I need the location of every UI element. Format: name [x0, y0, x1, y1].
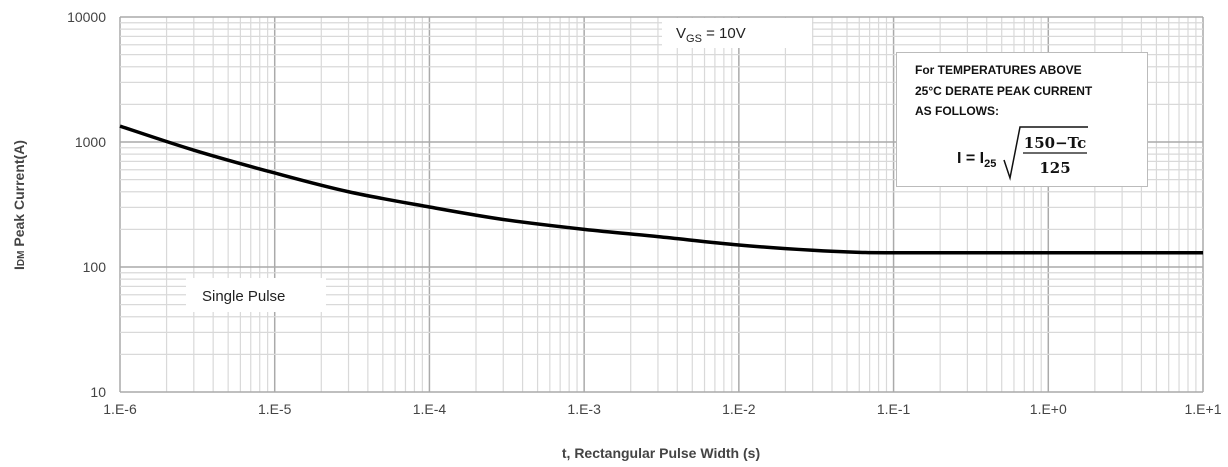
y-axis-label: IDM Peak Current(A) [11, 140, 27, 270]
x-tick-label: 1.E-6 [103, 401, 137, 417]
x-tick-label: 1.E-5 [258, 401, 292, 417]
vgs-annotation: VGS = 10V [662, 18, 812, 48]
series-line [119, 124, 1203, 255]
svg-text:Single Pulse: Single Pulse [202, 288, 285, 305]
x-tick-label: 1.E-2 [722, 401, 756, 417]
x-axis-label: t, Rectangular Pulse Width (s) [562, 445, 760, 461]
svg-text:AS FOLLOWS:: AS FOLLOWS: [915, 104, 999, 118]
y-tick-label: 1000 [75, 134, 106, 150]
svg-text:I = I25: I = I25 [957, 150, 996, 170]
x-tick-label: 1.E+1 [1185, 401, 1222, 417]
svg-text:For TEMPERATURES ABOVE: For TEMPERATURES ABOVE [915, 63, 1082, 77]
x-tick-label: 1.E+0 [1030, 401, 1067, 417]
x-tick-label: 1.E-1 [877, 401, 911, 417]
svg-text:125: 125 [1039, 159, 1070, 177]
derate-formula-box: For TEMPERATURES ABOVE 25°C DERATE PEAK … [896, 52, 1148, 187]
y-tick-label: 10 [90, 384, 106, 400]
y-tick-label: 10000 [67, 9, 106, 25]
svg-text:25°C DERATE PEAK CURRENT: 25°C DERATE PEAK CURRENT [915, 84, 1093, 98]
svg-text:VGS = 10V: VGS = 10V [676, 25, 746, 45]
y-tick-label: 100 [83, 259, 107, 275]
x-tick-label: 1.E-3 [567, 401, 601, 417]
single-pulse-annotation: Single Pulse [186, 278, 326, 312]
x-tick-label: 1.E-4 [413, 401, 447, 417]
svg-text:150−Tc: 150−Tc [1024, 134, 1086, 152]
